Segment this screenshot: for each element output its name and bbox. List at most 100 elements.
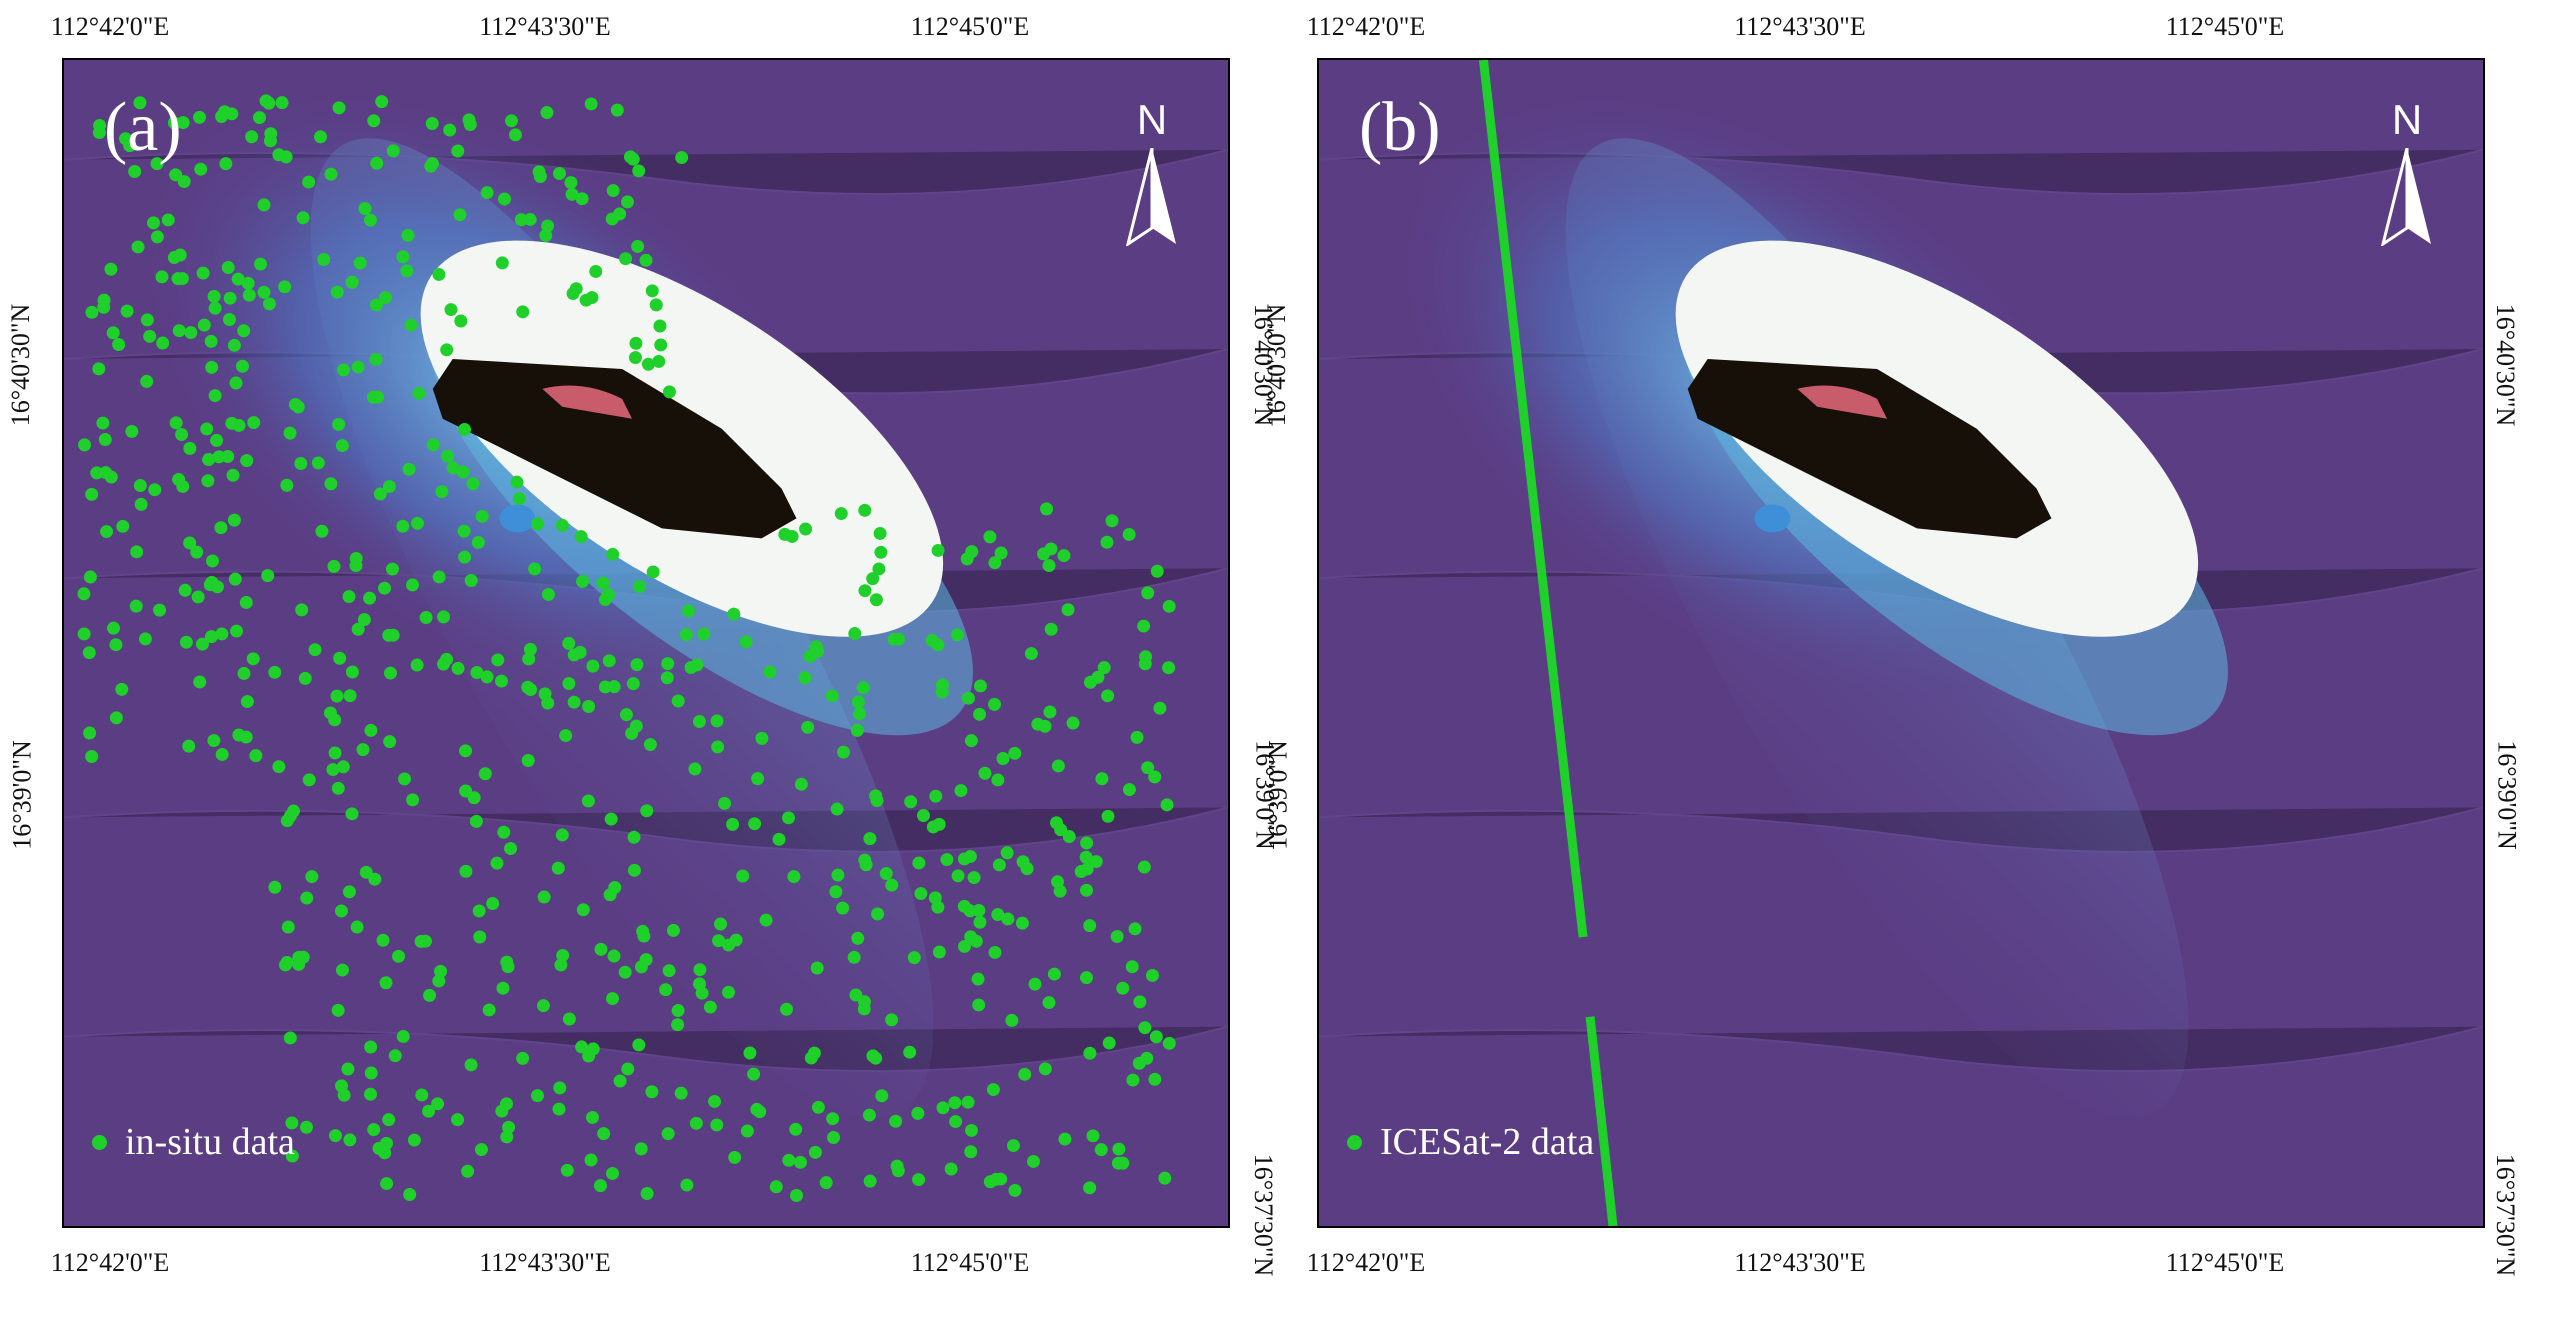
in-situ-point: [798, 671, 812, 685]
in-situ-point: [528, 562, 542, 576]
panel-a-lon-bottom-2: 112°43'30"E: [479, 1248, 611, 1277]
in-situ-point: [109, 638, 123, 652]
in-situ-point: [295, 603, 309, 617]
in-situ-point: [819, 1176, 833, 1190]
in-situ-point: [357, 613, 371, 627]
in-situ-point: [280, 478, 294, 492]
in-situ-point: [903, 1045, 917, 1059]
in-situ-point: [422, 1104, 436, 1118]
in-situ-point: [564, 176, 578, 190]
in-situ-point: [674, 1086, 688, 1100]
in-situ-point: [555, 518, 569, 532]
in-situ-point: [77, 587, 91, 601]
in-situ-point: [227, 338, 241, 352]
in-situ-point: [594, 942, 608, 956]
in-situ-point: [718, 796, 732, 810]
panel-a-lat-left-1: 16°40'30"N: [6, 303, 36, 427]
in-situ-point: [495, 674, 508, 688]
in-situ-point: [496, 981, 510, 995]
in-situ-point: [333, 651, 347, 665]
north-letter-a: N: [1136, 96, 1168, 143]
in-situ-point: [176, 116, 190, 130]
in-situ-point: [551, 861, 565, 875]
in-situ-point: [1112, 1142, 1126, 1156]
in-situ-point: [1141, 761, 1155, 775]
in-situ-point: [143, 329, 157, 343]
in-situ-point: [541, 587, 555, 601]
in-situ-point: [444, 303, 458, 317]
in-situ-point: [830, 802, 844, 816]
panel-a-label: (a): [104, 89, 182, 166]
in-situ-point: [973, 707, 987, 721]
in-situ-point: [296, 211, 310, 225]
in-situ-point: [847, 950, 861, 964]
in-situ-point: [332, 417, 346, 431]
in-situ-point: [712, 934, 726, 948]
panel-b-lat-left-1: 16°40'30"N: [1262, 303, 1292, 427]
in-situ-point: [858, 503, 872, 517]
in-situ-point: [328, 746, 342, 760]
in-situ-point: [904, 795, 918, 809]
in-situ-point: [407, 1133, 421, 1147]
in-situ-point: [584, 97, 598, 111]
in-situ-point: [714, 917, 728, 931]
in-situ-point: [285, 1149, 299, 1163]
in-situ-point: [1074, 865, 1088, 878]
north-arrow-a: N: [1112, 96, 1192, 246]
in-situ-point: [96, 416, 110, 430]
in-situ-point: [458, 550, 472, 564]
in-situ-point: [559, 729, 573, 743]
in-situ-point: [1044, 542, 1058, 556]
panel-b-lon-bottom-3: 112°45'0"E: [2165, 1248, 2285, 1277]
in-situ-point: [1101, 809, 1115, 823]
in-situ-point: [161, 213, 175, 227]
in-situ-point: [514, 213, 528, 227]
in-situ-point: [589, 264, 603, 278]
in-situ-point: [486, 897, 500, 910]
in-situ-point: [978, 766, 992, 780]
in-situ-point: [566, 287, 580, 300]
in-situ-point: [179, 635, 193, 649]
in-situ-point: [973, 679, 987, 693]
in-situ-point: [330, 285, 344, 299]
in-situ-point: [369, 352, 383, 366]
in-situ-point: [324, 167, 338, 181]
in-situ-point: [116, 519, 130, 533]
in-situ-point: [996, 752, 1010, 765]
in-situ-point: [662, 385, 676, 399]
in-situ-point: [77, 627, 91, 641]
in-situ-point: [432, 974, 446, 988]
in-situ-point: [989, 1172, 1003, 1186]
in-situ-point: [461, 1164, 475, 1178]
in-situ-point: [458, 423, 472, 437]
in-situ-point: [459, 744, 472, 758]
in-situ-point: [553, 1081, 567, 1095]
in-situ-point: [1024, 647, 1038, 661]
in-situ-point: [262, 96, 276, 110]
in-situ-point: [1097, 661, 1111, 675]
in-situ-point: [129, 599, 143, 613]
in-situ-point: [790, 1189, 803, 1202]
in-situ-point: [443, 123, 457, 137]
in-situ-point: [208, 389, 222, 403]
in-situ-point: [150, 230, 164, 244]
in-situ-point: [1145, 968, 1159, 982]
in-situ-point: [579, 293, 593, 307]
in-situ-point: [837, 745, 850, 759]
in-situ-point: [457, 524, 471, 538]
in-situ-point: [379, 976, 393, 990]
in-situ-point: [206, 554, 219, 568]
in-situ-point: [640, 1187, 654, 1200]
panel-b-lon-top-2: 112°43'30"E: [1734, 12, 1866, 41]
in-situ-point: [1122, 783, 1136, 797]
in-situ-point: [743, 1046, 757, 1060]
in-situ-point: [825, 689, 839, 703]
in-situ-point: [328, 1129, 342, 1143]
in-situ-point: [692, 715, 706, 729]
in-situ-point: [92, 126, 106, 140]
in-situ-point: [403, 1188, 417, 1201]
in-situ-point: [530, 1089, 544, 1103]
in-situ-point: [425, 117, 439, 130]
in-situ-point: [229, 376, 243, 390]
in-situ-point: [567, 695, 581, 709]
